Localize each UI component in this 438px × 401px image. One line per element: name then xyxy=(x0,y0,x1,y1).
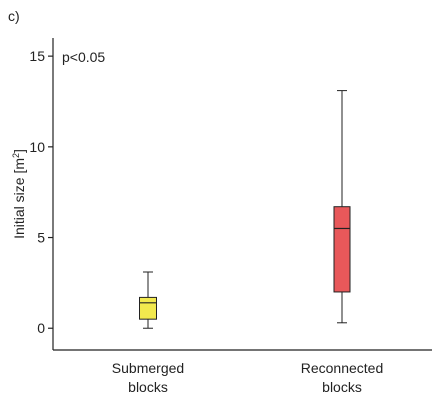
x-category-label-line: blocks xyxy=(128,379,168,395)
y-tick-label: 5 xyxy=(37,230,45,246)
y-tick-label: 10 xyxy=(29,139,45,155)
box-plot-group xyxy=(139,271,157,329)
y-tick-label: 15 xyxy=(29,48,45,64)
p-value-annotation: p<0.05 xyxy=(62,49,105,65)
x-category-label: Submerged blocks xyxy=(112,360,184,395)
x-category-label: Reconnected blocks xyxy=(301,360,384,395)
y-axis-ticks: 0 5 10 15 xyxy=(29,48,53,336)
x-category-label-line: Submerged xyxy=(112,360,184,376)
interquartile-box xyxy=(139,296,157,320)
y-axis-label-text: Initial size [m xyxy=(11,158,27,239)
y-axis-label-superscript: 2 xyxy=(11,153,21,158)
x-axis-labels: Submerged blocks Reconnected blocks xyxy=(112,360,383,395)
box-series xyxy=(139,90,351,329)
y-axis-label: Initial size [m2] xyxy=(11,149,27,239)
y-axis-label-bracket: ] xyxy=(11,149,27,153)
interquartile-box xyxy=(333,206,351,293)
x-category-label-line: blocks xyxy=(322,379,362,395)
panel-label: c) xyxy=(8,8,20,24)
x-category-label-line: Reconnected xyxy=(301,360,384,376)
box-plot-group xyxy=(333,90,351,324)
y-tick-label: 0 xyxy=(37,320,45,336)
plot-area xyxy=(52,38,432,351)
